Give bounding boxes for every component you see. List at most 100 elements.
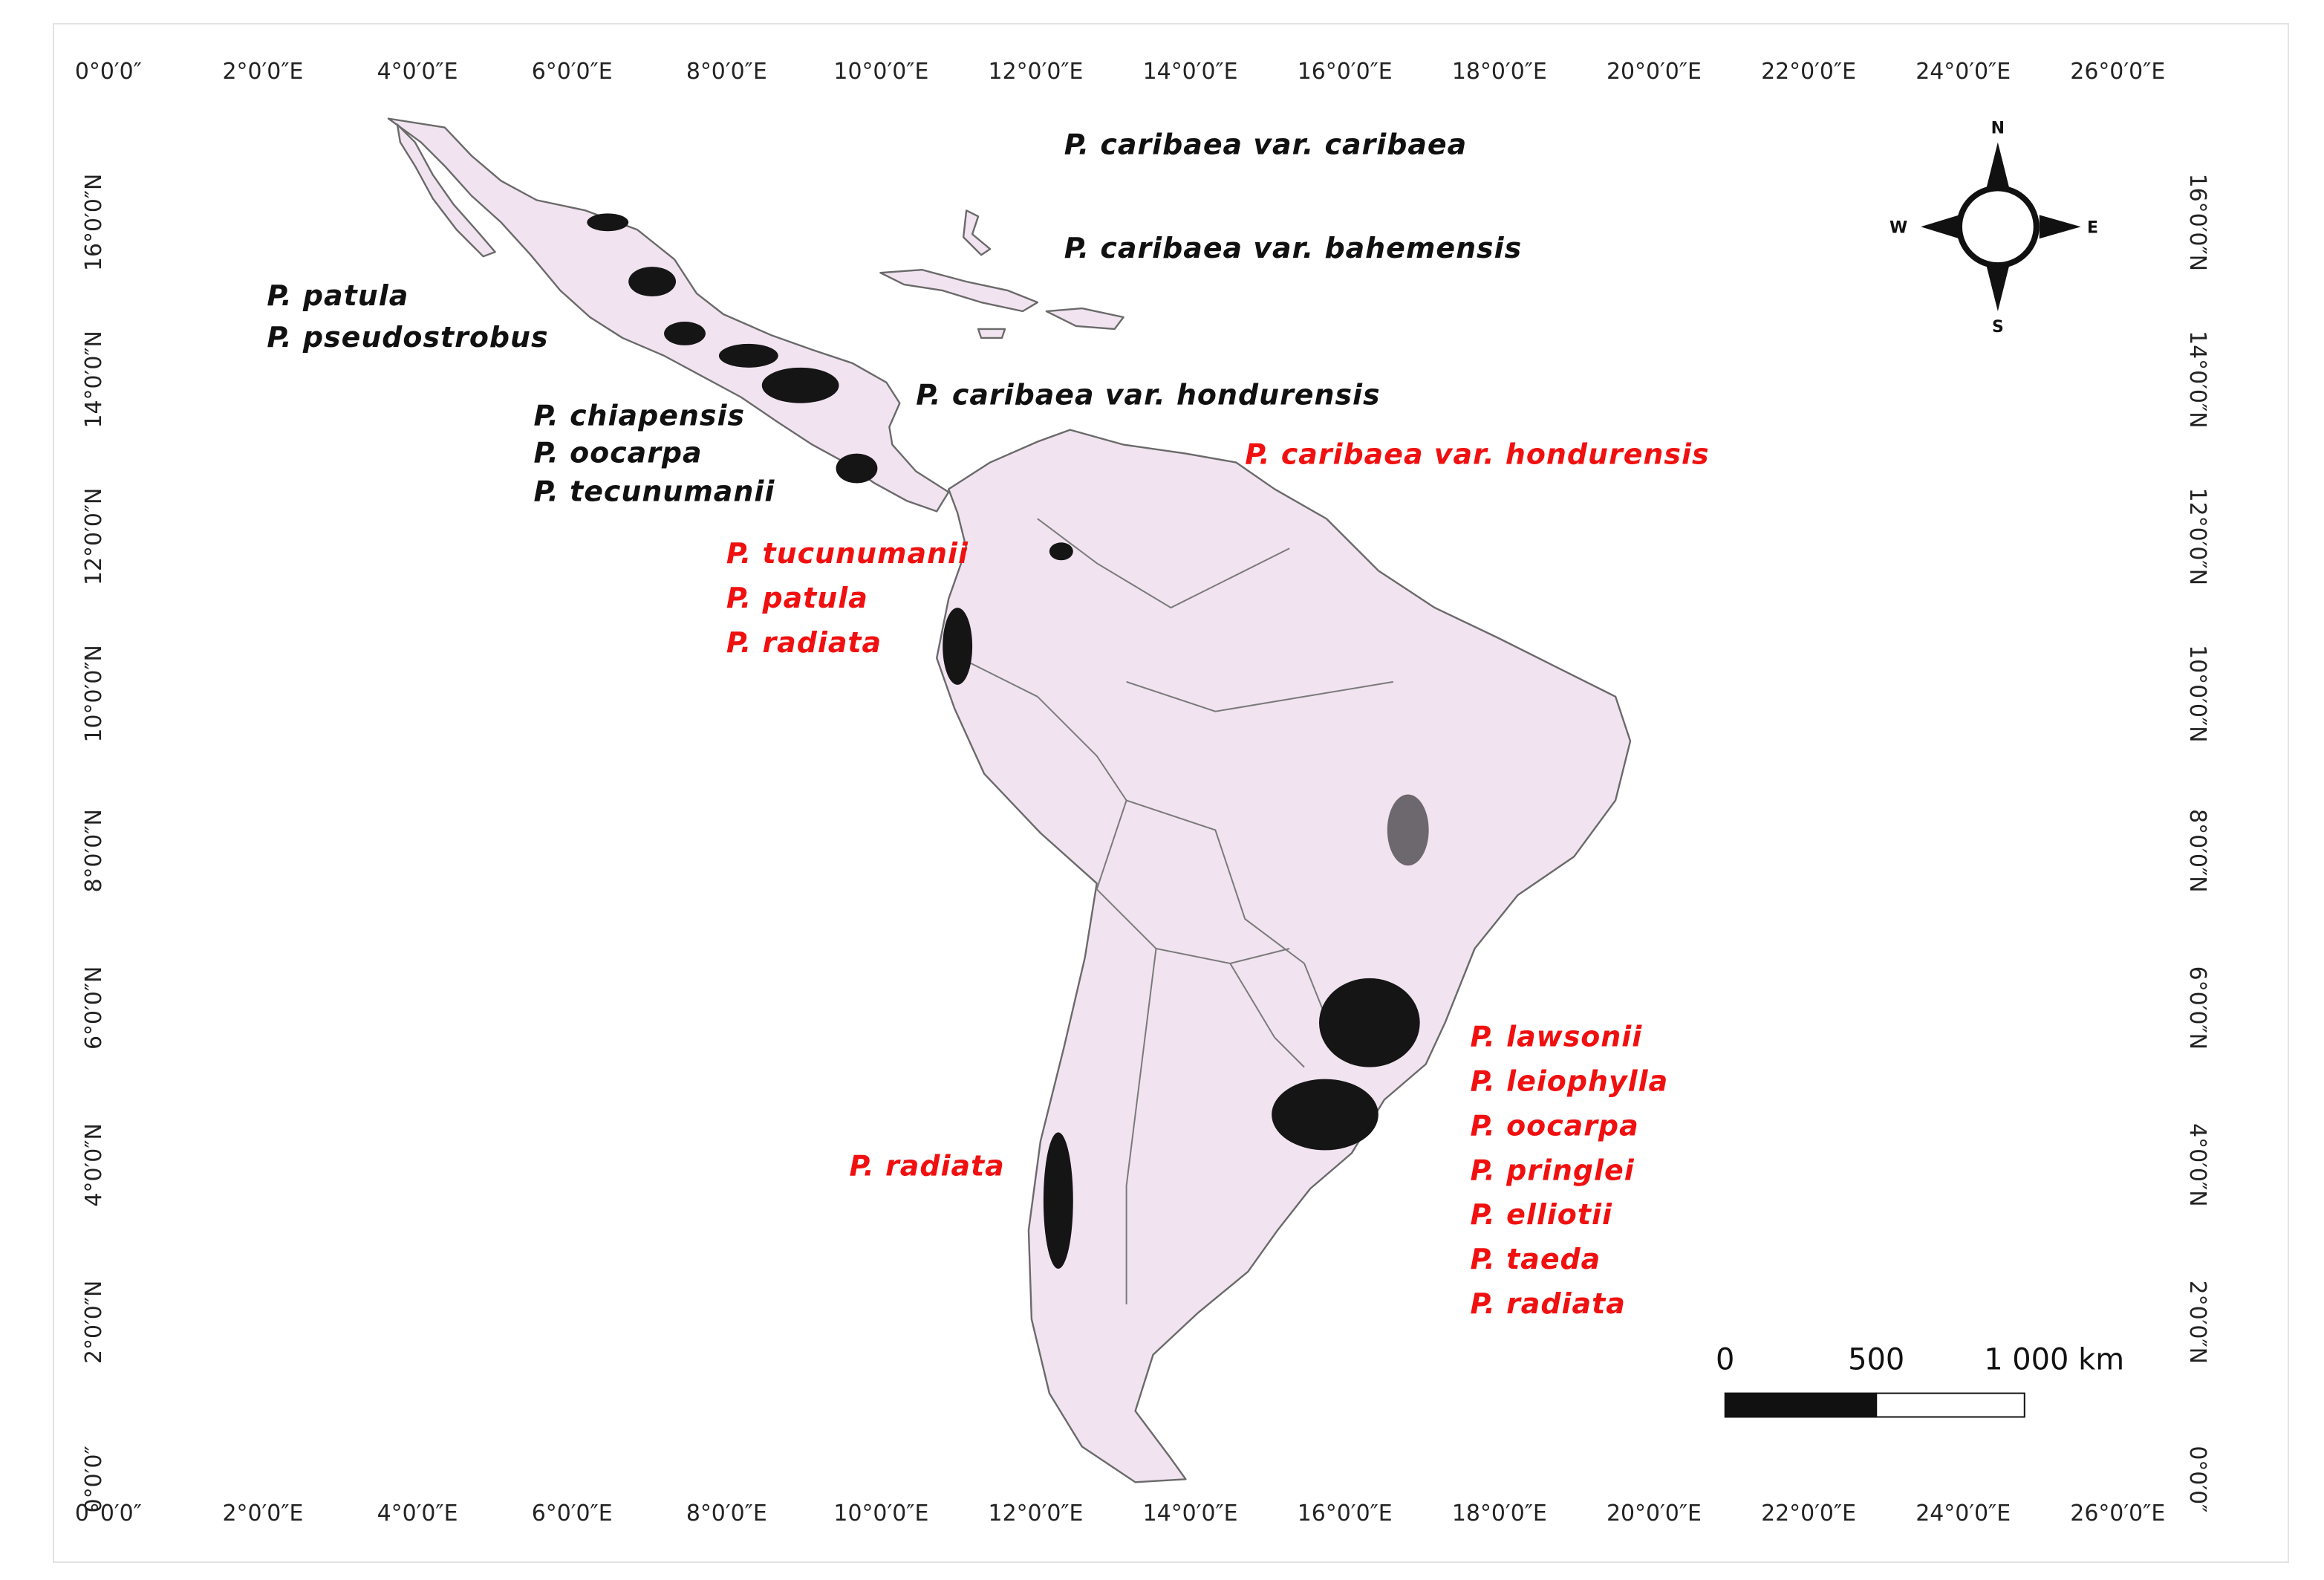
pine-patch <box>1387 794 1429 866</box>
compass-west: W <box>1890 218 1907 237</box>
right-coordinate-label: 0°0′0″ <box>2184 1446 2210 1512</box>
land-south <box>936 429 1632 1483</box>
country-borders <box>948 518 1393 1304</box>
left-coordinate-label: 2°0′0″N <box>81 1281 107 1364</box>
scale-bar: 0 500 1 000 km <box>1716 1343 2124 1418</box>
pine-patch <box>664 321 706 345</box>
hispaniola <box>1045 307 1124 331</box>
pine-patch <box>836 453 878 484</box>
species-label: P. caribaea var. caribaea <box>1064 129 1467 161</box>
left-coordinate-label: 4°0′0″N <box>81 1123 107 1206</box>
pine-patch <box>718 343 778 368</box>
pine-patch <box>761 367 839 403</box>
bottom-coordinate-label: 6°0′0″E <box>532 1501 613 1527</box>
pine-patch <box>1272 1079 1379 1151</box>
bottom-coordinate-label: 20°0′0″E <box>1607 1501 1702 1527</box>
species-label: P. patula <box>267 279 409 312</box>
bottom-coordinate-label: 18°0′0″E <box>1452 1501 1547 1527</box>
species-label: P. radiata <box>849 1149 1004 1182</box>
scale-segment <box>1724 1392 1878 1418</box>
species-label: P. lawsonii <box>1471 1021 1643 1053</box>
right-coordinate-label: 2°0′0″N <box>2184 1281 2210 1364</box>
right-coordinate-label: 12°0′0″N <box>2184 488 2210 585</box>
compass-east: E <box>2087 218 2098 237</box>
pine-distribution <box>587 213 1429 1269</box>
pine-patch <box>628 267 677 297</box>
right-coordinate-label: 6°0′0″N <box>2184 966 2210 1050</box>
scale-label: 0 <box>1716 1343 1734 1377</box>
species-label: P. caribaea var. hondurensis <box>1245 438 1709 471</box>
right-coordinate-label: 10°0′0″N <box>2184 645 2210 742</box>
bottom-coordinate-label: 4°0′0″E <box>377 1501 458 1527</box>
cuba <box>879 268 1039 313</box>
species-label: P. oocarpa <box>1471 1109 1639 1142</box>
species-label: P. pseudostrobus <box>267 321 548 354</box>
scale-label: 1 000 km <box>1984 1343 2124 1377</box>
bahamas <box>962 209 992 256</box>
compass-arrow <box>1921 215 1959 239</box>
compass-arrow <box>1985 264 2010 312</box>
compass-arrow <box>2039 215 2081 239</box>
bottom-coordinate-label: 10°0′0″E <box>833 1501 928 1527</box>
bottom-coordinate-label: 22°0′0″E <box>1761 1501 1856 1527</box>
compass-circle <box>1956 185 2040 269</box>
top-coordinate-label: 22°0′0″E <box>1761 59 1856 85</box>
top-coordinate-label: 0°0′0″ <box>75 59 142 85</box>
compass-south: S <box>1992 318 2004 337</box>
top-coordinate-label: 4°0′0″E <box>377 59 458 85</box>
species-label: P. elliotii <box>1471 1198 1612 1231</box>
bottom-coordinate-label: 26°0′0″E <box>2070 1501 2165 1527</box>
top-coordinate-label: 2°0′0″E <box>222 59 303 85</box>
species-label: P. radiata <box>1471 1287 1626 1320</box>
compass-arrow <box>1985 142 2010 190</box>
species-labels: P. caribaea var. caribaea P. caribaea va… <box>267 129 1709 1320</box>
jamaica <box>977 328 1006 339</box>
bottom-coordinate-label: 8°0′0″E <box>686 1501 767 1527</box>
top-coordinate-label: 10°0′0″E <box>833 59 928 85</box>
pine-patch <box>1043 1132 1073 1269</box>
left-coordinate-label: 16°0′0″N <box>81 174 107 271</box>
species-label: P. radiata <box>726 626 882 659</box>
top-coordinate-label: 14°0′0″E <box>1143 59 1238 85</box>
scale-segment <box>1875 1392 2025 1418</box>
right-coordinate-label: 14°0′0″N <box>2184 331 2210 428</box>
left-coordinate-label: 8°0′0″N <box>81 809 107 892</box>
pine-patch <box>943 608 973 685</box>
left-coordinate-label: 6°0′0″N <box>81 966 107 1050</box>
pine-patch <box>1049 542 1073 561</box>
left-coordinate-label: 14°0′0″N <box>81 331 107 428</box>
species-label: P. caribaea var. bahemensis <box>1064 232 1522 264</box>
baja-california <box>396 123 496 258</box>
species-label: P. tucunumanii <box>726 537 969 570</box>
right-coordinate-label: 8°0′0″N <box>2184 809 2210 892</box>
mexico-central-america <box>387 117 950 513</box>
pine-patch <box>587 213 629 232</box>
bottom-coordinate-label: 24°0′0″E <box>1915 1501 2011 1527</box>
compass-north: N <box>1991 120 2005 138</box>
bottom-coordinate-label: 16°0′0″E <box>1298 1501 1393 1527</box>
land-north <box>387 117 1124 513</box>
top-coordinate-label: 8°0′0″E <box>686 59 767 85</box>
pine-patch <box>1319 978 1420 1067</box>
top-coordinate-label: 24°0′0″E <box>1915 59 2011 85</box>
coordinate-labels: 0°0′0″ 2°0′0″E 4°0′0″E 6°0′0″E 8°0′0″E 10°0′0… <box>75 59 2210 1527</box>
species-label: P. leiophylla <box>1471 1065 1669 1098</box>
bottom-coordinate-label: 2°0′0″E <box>222 1501 303 1527</box>
left-coordinate-label: 10°0′0″N <box>81 645 107 742</box>
right-coordinate-label: 16°0′0″N <box>2184 174 2210 271</box>
scale-label: 500 <box>1848 1343 1904 1377</box>
south-america <box>936 429 1632 1483</box>
top-coordinate-label: 16°0′0″E <box>1298 59 1393 85</box>
species-label: P. oocarpa <box>533 437 702 469</box>
top-coordinate-label: 20°0′0″E <box>1607 59 1702 85</box>
species-label: P. pringlei <box>1471 1154 1635 1186</box>
bottom-coordinate-label: 12°0′0″E <box>989 1501 1084 1527</box>
top-coordinate-label: 18°0′0″E <box>1452 59 1547 85</box>
bottom-coordinate-label: 0°0′0″ <box>75 1501 142 1527</box>
frame <box>53 22 2289 1564</box>
species-label: P. patula <box>726 582 868 614</box>
compass: N E S W <box>1890 120 2098 337</box>
